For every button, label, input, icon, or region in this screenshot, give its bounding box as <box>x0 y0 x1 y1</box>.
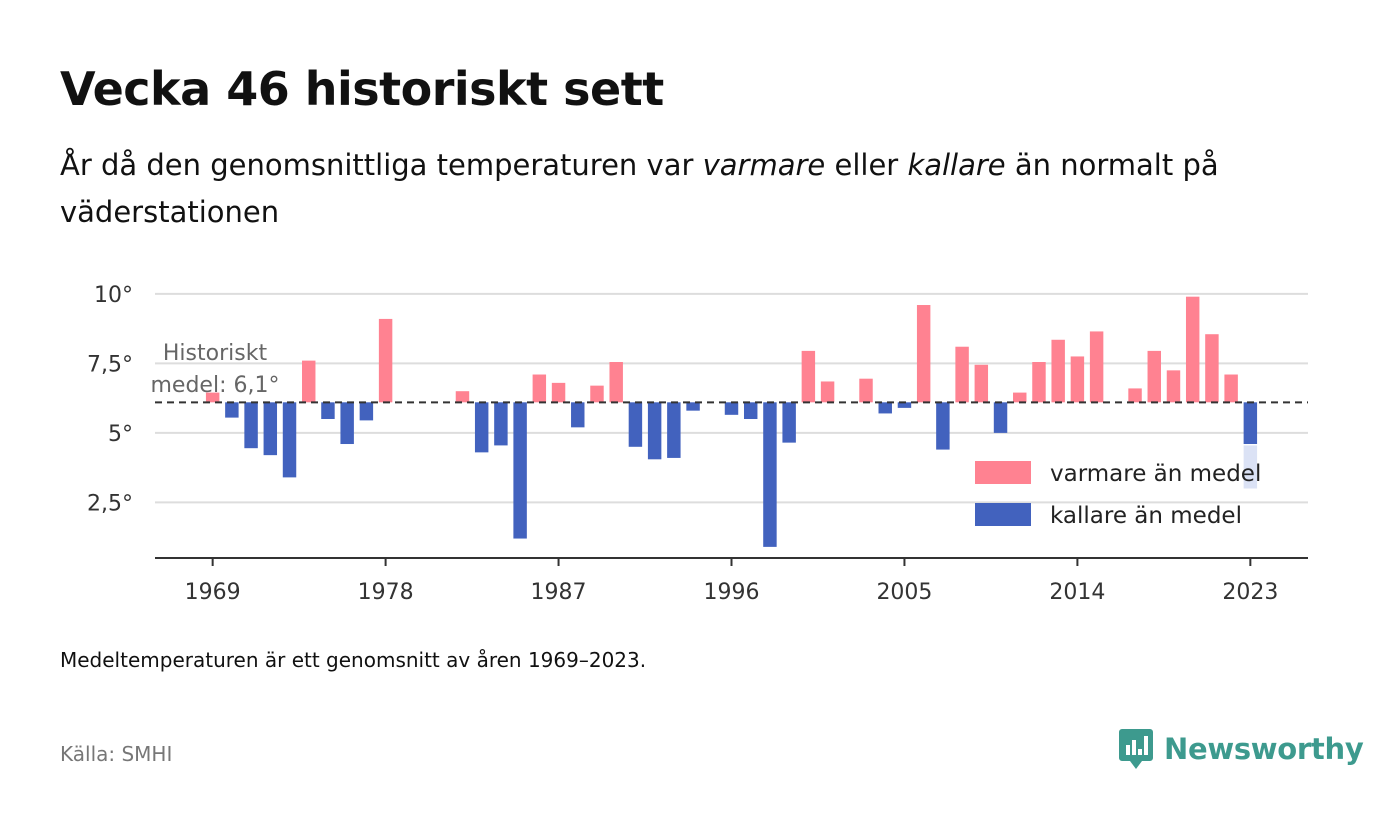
subtitle-cold: kallare <box>907 148 1006 182</box>
bar-cold <box>686 402 700 411</box>
bar-warm <box>1032 362 1046 403</box>
bar-cold <box>474 402 489 453</box>
y-tick-label: 7,5° <box>87 352 133 377</box>
bar-cold <box>282 402 297 478</box>
bar-cold <box>340 402 354 445</box>
bar-warm <box>455 391 470 403</box>
bar-cold <box>628 402 643 447</box>
x-tick-label: 2005 <box>876 580 932 605</box>
bar-cold <box>724 402 739 415</box>
bar-cold <box>667 402 681 458</box>
bar-cold <box>897 402 912 408</box>
bar-cold <box>513 402 527 539</box>
chart-footnote: Medeltemperaturen är ett genomsnitt av å… <box>60 648 647 672</box>
subtitle-part1: År då den genomsnittliga temperaturen va… <box>60 148 703 182</box>
bar-cold <box>225 402 239 418</box>
legend-label-cold: kallare än medel <box>1050 503 1242 529</box>
bar-warm <box>1147 350 1161 403</box>
mean-label-line1: Historiskt <box>163 341 268 366</box>
chart-subtitle: År då den genomsnittliga temperaturen va… <box>60 142 1300 236</box>
bar-warm <box>859 378 873 403</box>
highlight-band <box>1243 445 1258 489</box>
subtitle-warm: varmare <box>702 148 826 182</box>
bar-warm <box>820 381 835 403</box>
logo-text: Newsworthy <box>1164 732 1364 766</box>
bar-warm <box>532 374 547 403</box>
x-tick-label: 2014 <box>1049 580 1105 605</box>
page-title: Vecka 46 historiskt sett <box>60 62 664 116</box>
bar-warm <box>551 382 566 403</box>
newsworthy-chart-bubble-icon <box>1119 729 1153 769</box>
legend-swatch-cold <box>975 503 1031 526</box>
bar-warm <box>590 385 604 403</box>
y-tick-label: 5° <box>108 422 133 447</box>
bar-cold <box>1243 402 1258 445</box>
bar-cold <box>263 402 278 456</box>
bar-warm <box>916 305 931 403</box>
bar-warm <box>302 360 316 403</box>
bar-cold <box>763 402 777 547</box>
subtitle-part3: än normalt på väderstationen <box>60 148 1219 229</box>
bar-warm <box>205 392 220 403</box>
bar-warm <box>1205 334 1219 403</box>
bar-cold <box>359 402 374 421</box>
bar-warm <box>1224 374 1238 403</box>
bar-warm <box>974 364 989 403</box>
newsworthy-logo: Newsworthy <box>1118 727 1364 771</box>
subtitle-part2: eller <box>825 148 908 182</box>
bar-warm <box>1070 356 1085 403</box>
bar-warm <box>1013 392 1027 403</box>
x-tick-label: 1978 <box>358 580 414 605</box>
legend-swatch-warm <box>975 461 1031 484</box>
y-tick-label: 2,5° <box>87 491 133 516</box>
bar-warm <box>378 318 393 403</box>
temperature-bar-chart: 10° 7,5° 5° 2,5° 1969 1978 1987 1996 2005 2014 202… <box>87 283 1308 605</box>
bar-cold <box>244 402 258 449</box>
bar-cold <box>782 402 796 443</box>
bar-warm <box>801 350 816 403</box>
bar-cold <box>743 402 758 419</box>
bar-cold <box>936 402 950 450</box>
bar-cold <box>494 402 508 446</box>
legend-label-warm: varmare än medel <box>1050 461 1261 487</box>
source-label: Källa: SMHI <box>60 742 173 766</box>
bar-warm <box>1051 339 1065 403</box>
bar-warm <box>1166 370 1181 403</box>
bar-cold <box>571 402 585 428</box>
bar-warm <box>1128 388 1142 403</box>
bar-cold <box>993 402 1008 433</box>
x-tick-label: 1996 <box>704 580 760 605</box>
bar-cold <box>647 402 662 460</box>
x-tick-label: 1969 <box>185 580 241 605</box>
bar-cold <box>878 402 892 414</box>
bar-cold <box>321 402 335 419</box>
x-tick-label: 1987 <box>531 580 587 605</box>
bar-warm <box>1185 296 1200 403</box>
bar-warm <box>955 346 969 403</box>
x-tick-label: 2023 <box>1222 580 1278 605</box>
bar-warm <box>609 362 623 403</box>
bar-warm <box>1089 331 1104 403</box>
mean-label-line2: medel: 6,1° <box>151 373 280 398</box>
y-tick-label: 10° <box>94 283 133 308</box>
